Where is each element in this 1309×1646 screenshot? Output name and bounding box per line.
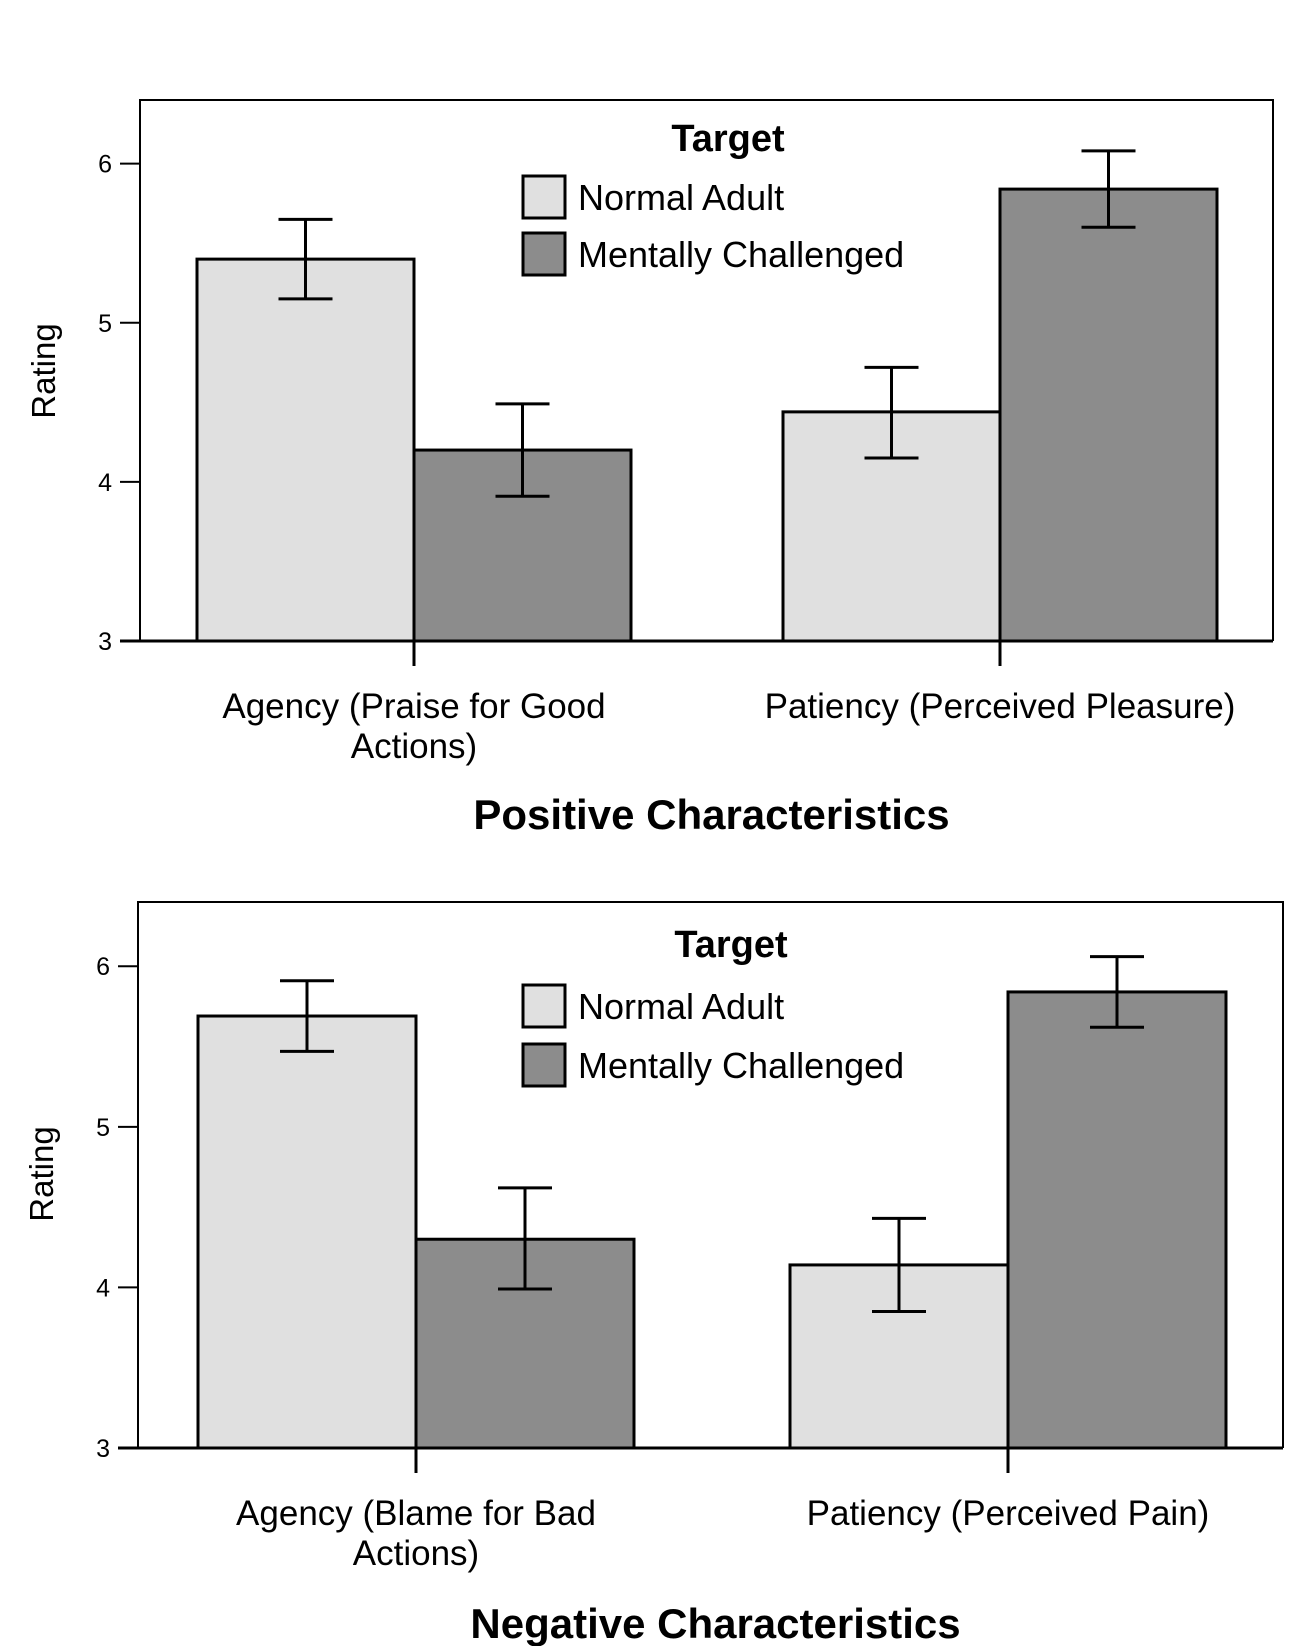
plot-frame	[137, 901, 1284, 1448]
legend-label: Normal Adult	[578, 177, 784, 218]
bar-mentally-challenged-1	[414, 1237, 636, 1450]
legend-swatch	[521, 231, 567, 277]
bar-mentally-challenged-2	[1006, 990, 1228, 1450]
y-axis-label: Rating	[23, 1126, 60, 1221]
x-category-label: Actions)	[351, 727, 477, 766]
y-tick-label: 5	[96, 1114, 110, 1142]
legend-label: Mentally Challenged	[578, 234, 904, 275]
error-bar	[1081, 149, 1136, 229]
bar-mentally-challenged-2	[998, 187, 1219, 643]
error-bar	[278, 217, 333, 301]
error-bar	[495, 402, 550, 498]
y-tick-label: 6	[96, 953, 110, 981]
y-tick-label: 3	[98, 628, 112, 656]
legend-swatch	[521, 983, 567, 1029]
y-tick-label: 5	[98, 310, 112, 338]
y-tick-label: 4	[96, 1274, 110, 1302]
x-category-label: Agency (Praise for Good	[222, 687, 605, 726]
bar-normal-adult-1	[195, 257, 416, 643]
legend-title: Target	[674, 924, 788, 966]
chart-title: Negative Characteristics	[470, 1600, 960, 1646]
y-tick-label: 4	[98, 469, 112, 497]
y-tick-label: 6	[98, 151, 112, 179]
y-tick-label: 3	[96, 1435, 110, 1463]
legend-swatch	[521, 1042, 567, 1088]
x-category-label: Agency (Blame for Bad	[236, 1494, 596, 1533]
error-bar	[872, 1216, 926, 1313]
legend-label: Mentally Challenged	[578, 1045, 904, 1086]
x-category-label: Patiency (Perceived Pain)	[807, 1494, 1210, 1533]
error-bar	[1090, 955, 1144, 1029]
legend-title: Target	[671, 118, 785, 160]
chart-title: Positive Characteristics	[473, 791, 949, 838]
error-bar	[864, 365, 919, 460]
legend-label: Normal Adult	[578, 986, 784, 1027]
y-axis-label: Rating	[25, 323, 62, 418]
bar-normal-adult-1	[196, 1014, 418, 1450]
error-bar	[498, 1186, 552, 1291]
x-category-label: Actions)	[353, 1534, 479, 1573]
error-bar	[280, 979, 334, 1053]
x-category-label: Patiency (Perceived Pleasure)	[765, 687, 1236, 726]
plot-frame	[139, 99, 1274, 641]
legend-swatch	[521, 174, 567, 220]
